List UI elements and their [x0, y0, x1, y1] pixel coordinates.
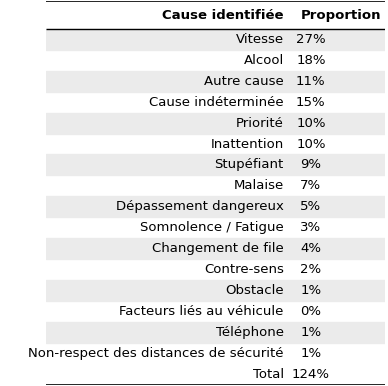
Text: Changement de file: Changement de file — [152, 242, 284, 255]
Text: Stupéfiant: Stupéfiant — [215, 159, 284, 171]
Text: Non-respect des distances de sécurité: Non-respect des distances de sécurité — [28, 347, 284, 360]
Text: 1%: 1% — [300, 284, 321, 297]
Text: 124%: 124% — [292, 367, 330, 381]
Bar — [47, 322, 385, 343]
Bar — [47, 113, 385, 134]
Text: 27%: 27% — [296, 33, 326, 46]
Text: Inattention: Inattention — [210, 137, 284, 151]
Text: Cause indéterminée: Cause indéterminée — [149, 96, 284, 109]
Text: Vitesse: Vitesse — [236, 33, 284, 46]
Text: Téléphone: Téléphone — [216, 326, 284, 339]
Text: Priorité: Priorité — [236, 117, 284, 130]
Text: Dépassement dangereux: Dépassement dangereux — [116, 200, 284, 213]
Text: Total: Total — [253, 367, 284, 381]
Text: 9%: 9% — [300, 159, 321, 171]
Text: 5%: 5% — [300, 200, 321, 213]
Text: 1%: 1% — [300, 326, 321, 339]
Text: Obstacle: Obstacle — [225, 284, 284, 297]
Bar — [47, 154, 385, 175]
Text: Alcool: Alcool — [244, 54, 284, 67]
Text: Contre-sens: Contre-sens — [204, 263, 284, 276]
Text: 11%: 11% — [296, 75, 326, 88]
Text: Cause identifiée: Cause identifiée — [162, 8, 284, 22]
Bar — [47, 238, 385, 259]
Text: 3%: 3% — [300, 221, 321, 234]
Text: 10%: 10% — [296, 117, 326, 130]
Text: Proportion: Proportion — [301, 8, 382, 22]
Text: 10%: 10% — [296, 137, 326, 151]
Text: 15%: 15% — [296, 96, 326, 109]
Text: Somnolence / Fatigue: Somnolence / Fatigue — [140, 221, 284, 234]
Text: Autre cause: Autre cause — [204, 75, 284, 88]
Bar — [47, 29, 385, 50]
Text: Facteurs liés au véhicule: Facteurs liés au véhicule — [120, 305, 284, 318]
Text: 0%: 0% — [300, 305, 321, 318]
Text: 18%: 18% — [296, 54, 326, 67]
Text: Malaise: Malaise — [234, 179, 284, 192]
Bar — [47, 71, 385, 92]
Text: 7%: 7% — [300, 179, 321, 192]
Bar — [47, 196, 385, 217]
Text: 4%: 4% — [300, 242, 321, 255]
Text: 1%: 1% — [300, 347, 321, 360]
Bar — [47, 280, 385, 301]
Text: 2%: 2% — [300, 263, 321, 276]
